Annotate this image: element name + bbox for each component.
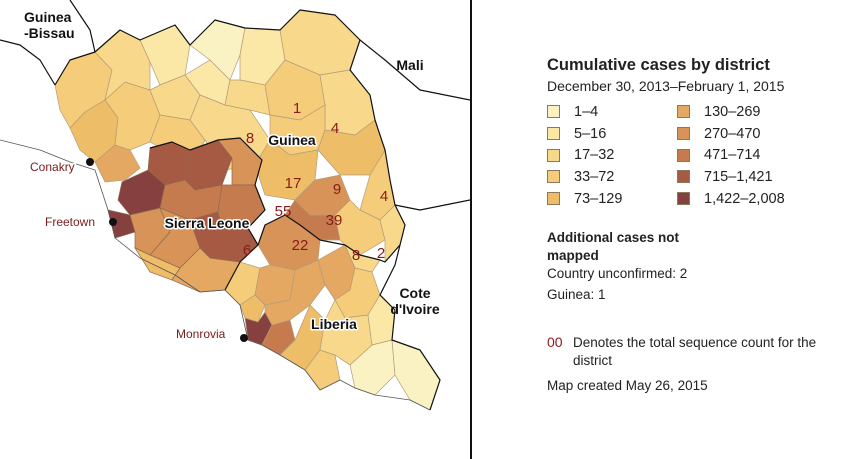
border-cote-divoire-north [394,199,470,211]
border-guinea-outer [54,9,406,246]
map-panel: Guinea -Bissau Mali Guinea Sierra Leone Liber… [0,0,470,411]
country-label-cote-divoire: Cote d'Ivoire [390,285,439,317]
legend-item: 471–714 [677,144,785,166]
sequence-count-label: 8 [352,247,360,264]
legend-swatch [547,170,560,184]
sequence-count-label: 4 [331,120,339,137]
city-conakry-label: Conakry [30,160,75,174]
city-freetown-label: Freetown [45,215,95,229]
map-created-date: Map created May 26, 2015 [547,378,708,393]
legend-subtitle: December 30, 2013–February 1, 2015 [547,78,785,94]
border-liberia-cote-divoire [379,244,441,411]
legend-item: 715–1,421 [677,166,785,188]
legend-label: 33–72 [574,168,615,185]
border-mali-cote-divoire [359,39,470,101]
legend-item: 17–32 [547,144,622,166]
legend-label: 1,422–2,008 [704,190,785,207]
legend-title: Cumulative cases by district [547,56,770,74]
legend-item: 1,422–2,008 [677,188,785,210]
country-label-liberia: Liberia [311,316,357,332]
sequence-count-label: 1 [293,100,301,117]
sequence-count-label: 55 [275,203,292,220]
sequence-count-key: 00 [547,334,563,350]
country-label-guinea: Guinea [268,132,316,148]
sierra-leone-districts [107,137,266,293]
legend-panel: Cumulative cases by district December 30… [472,0,860,459]
country-label-sierra-leone: Sierra Leone [165,215,250,231]
legend-item: 1–4 [547,101,622,123]
border-guinea-sierra-leone [149,137,266,246]
guinea-districts [54,9,406,273]
district-lr-bong [264,259,326,326]
legend-swatch [547,127,560,141]
coastline [0,139,431,411]
city-conakry-marker [86,158,94,166]
unmapped-guinea: Guinea: 1 [547,287,606,302]
sequence-count-label: 4 [380,188,388,205]
legend-item: 130–269 [677,101,785,123]
legend-label: 1–4 [574,103,599,120]
national-borders [0,0,470,411]
legend-label: 715–1,421 [704,168,773,185]
legend-item: 33–72 [547,166,622,188]
legend-item: 270–470 [677,123,785,145]
legend-swatch [677,105,690,119]
legend-label: 73–129 [574,190,623,207]
district-lr-bomi [239,294,266,323]
sequence-count-label: 39 [326,212,343,229]
legend-label: 130–269 [704,103,761,120]
legend-swatch [547,105,560,119]
city-freetown-marker [109,218,117,226]
sequence-count-label: 6 [243,242,251,259]
legend-label: 5–16 [574,125,607,142]
city-monrovia-marker [240,334,248,342]
country-label-mali: Mali [396,57,423,73]
border-mali-guinea-west [69,0,96,53]
legend-label: 270–470 [704,125,761,142]
legend-swatch [547,148,560,162]
sequence-count-label: 8 [246,130,254,147]
unmapped-heading: Additional cases not mapped [547,230,680,263]
panel-divider [470,0,472,459]
legend-swatch [547,192,560,206]
legend-swatch [677,148,690,162]
ebola-district-map: Guinea -Bissau Mali Guinea Sierra Leone Liber… [0,0,470,411]
sequence-count-label: 9 [333,181,341,198]
liberia-districts [224,214,441,411]
district-guinea-kissidougou [254,139,319,201]
legend-label: 17–32 [574,147,615,164]
country-label-guinea-bissau: Guinea -Bissau [24,9,75,41]
city-monrovia-label: Monrovia [176,327,226,341]
district-lr-gbarpolu [254,264,296,306]
border-guinea-liberia [257,214,401,263]
legend-column-left: 1–4 5–16 17–32 33–72 73–129 [547,101,622,209]
sequence-count-label: 17 [285,175,302,192]
legend-swatch [677,192,690,206]
sequence-count-label: 2 [377,245,385,262]
legend-swatch [677,127,690,141]
legend-label: 471–714 [704,147,761,164]
sequence-count-note: Denotes the total sequence count for the… [573,335,817,368]
legend-swatch [677,170,690,184]
map-labels: Guinea -Bissau Mali Guinea Sierra Leone Liber… [23,8,440,343]
border-guinea-bissau [0,39,56,86]
legend-item: 73–129 [547,188,622,210]
unmapped-country-unconfirmed: Country unconfirmed: 2 [547,266,688,281]
border-sierra-leone-liberia [224,244,259,291]
legend-item: 5–16 [547,123,622,145]
sequence-count-label: 22 [292,237,309,254]
legend-column-right: 130–269 270–470 471–714 715–1,421 1,422–… [677,101,785,209]
